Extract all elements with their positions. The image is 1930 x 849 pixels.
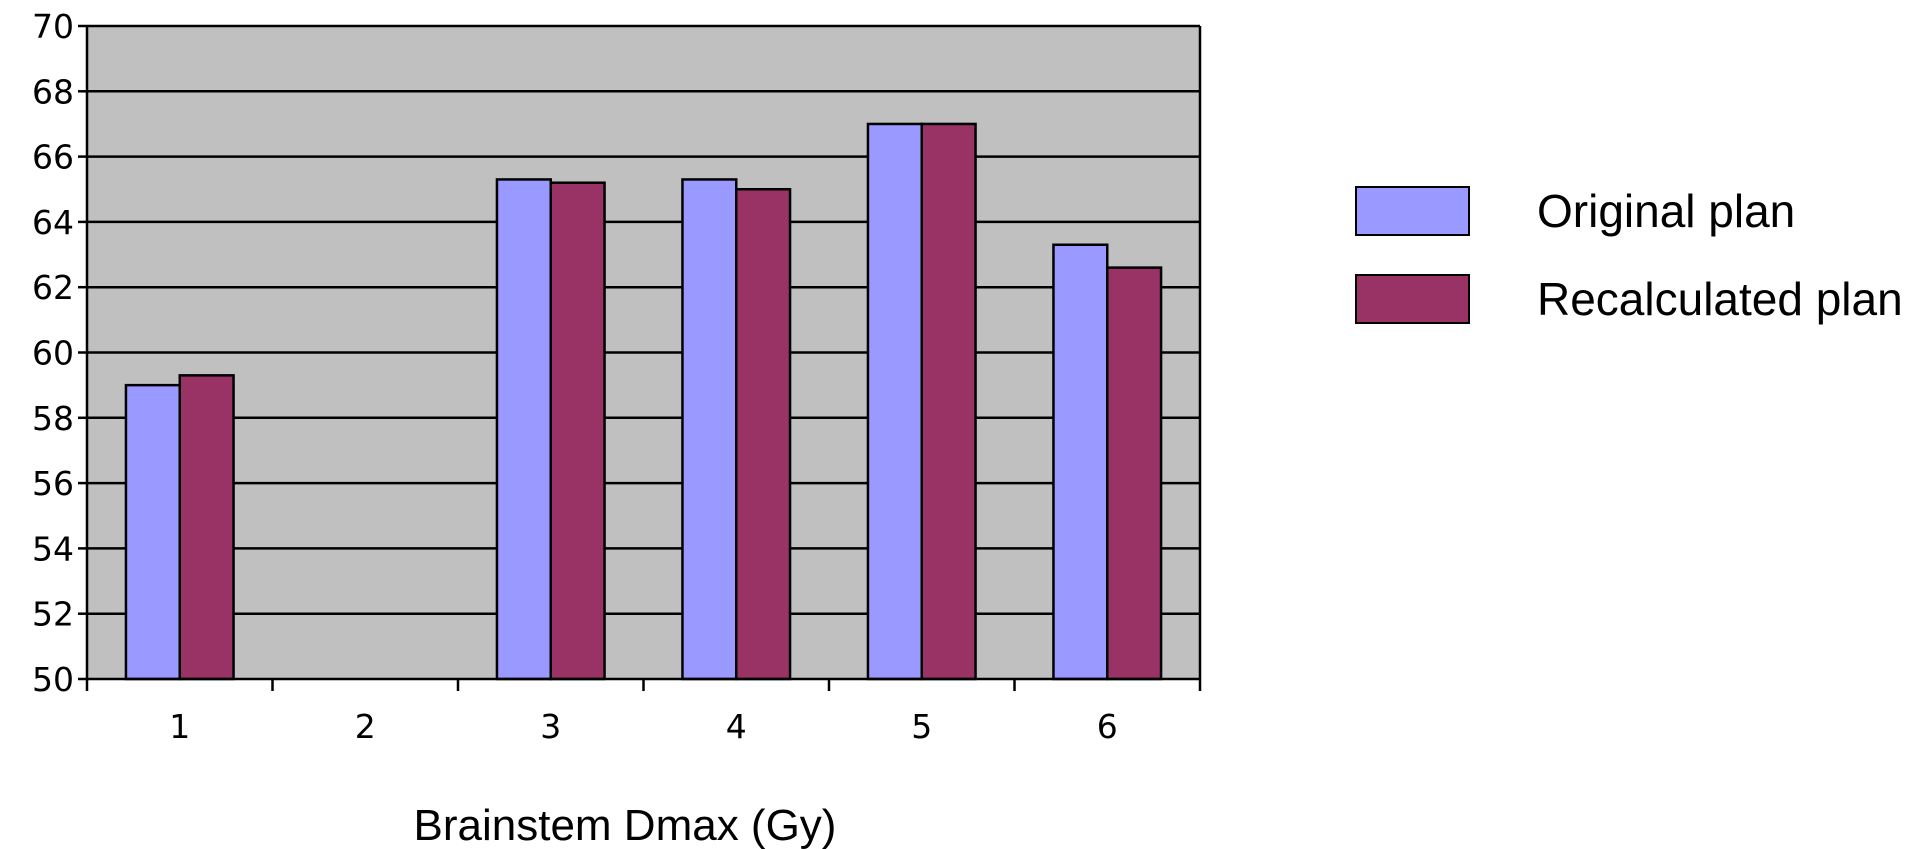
y-tick-label: 58 <box>32 399 74 438</box>
y-tick-label: 70 <box>32 7 74 46</box>
bar-original-4 <box>681 178 738 681</box>
x-axis-label: Brainstem Dmax (Gy) <box>414 801 837 849</box>
bar-recalculated-4 <box>735 188 792 681</box>
y-tick-label: 68 <box>32 72 74 111</box>
bar-original-5 <box>866 122 924 681</box>
x-tick-label: 4 <box>726 707 747 746</box>
bar-recalculated-5 <box>920 122 977 681</box>
y-tick-label: 54 <box>32 529 74 568</box>
grid-lines <box>87 24 1200 615</box>
y-tick-label: 56 <box>32 464 74 503</box>
y-tick-label: 52 <box>32 595 74 634</box>
bars <box>124 122 1163 681</box>
legend-swatch-recalculated <box>1355 274 1470 324</box>
legend-swatch-original <box>1355 186 1470 236</box>
y-tick-label: 66 <box>32 138 74 177</box>
legend-label-original: Original plan <box>1537 185 1795 237</box>
x-tick-label: 2 <box>355 707 376 746</box>
y-tick-label: 64 <box>32 203 74 242</box>
bar-recalculated-3 <box>549 181 606 681</box>
legend: Original plan Recalculated plan <box>1355 185 1903 325</box>
x-tick-label: 3 <box>540 707 561 746</box>
x-tick-label: 1 <box>169 707 190 746</box>
y-ticks: 50 52 54 56 58 60 62 64 66 68 70 <box>32 7 87 699</box>
bar-original-6 <box>1052 243 1109 681</box>
y-tick-label: 60 <box>32 334 74 373</box>
bar-recalculated-6 <box>1106 266 1163 681</box>
x-ticks: 1 2 3 4 5 6 <box>85 679 1202 746</box>
legend-label-recalculated: Recalculated plan <box>1537 273 1903 325</box>
bar-recalculated-1 <box>178 374 235 681</box>
bar-original-3 <box>495 178 552 681</box>
bar-original-1 <box>124 383 181 681</box>
x-tick-label: 6 <box>1097 707 1118 746</box>
y-tick-label: 50 <box>32 660 74 699</box>
x-tick-label: 5 <box>911 707 932 746</box>
y-tick-label: 62 <box>32 268 74 307</box>
